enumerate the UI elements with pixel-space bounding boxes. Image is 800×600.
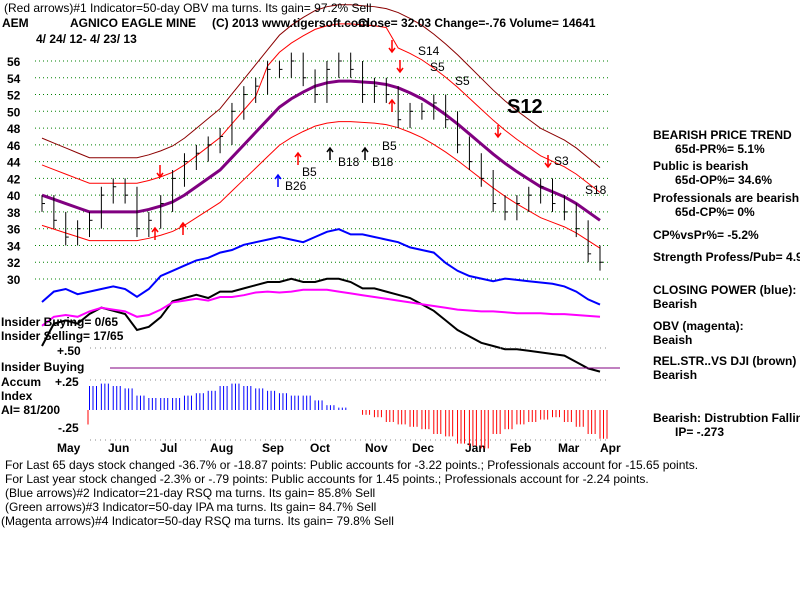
closing-power-value: Bearish	[653, 297, 698, 311]
footer-indicator3: (Green arrows)#3 Indicator=50-day IPA ma…	[5, 500, 377, 514]
y-tick-label: 34	[7, 239, 21, 253]
signal-label-b18b: B18	[372, 155, 394, 169]
outer-upper-band-line	[41, 4, 601, 168]
upper-band-line	[41, 23, 601, 193]
pros-label: Professionals are bearish	[653, 191, 800, 205]
accum-label: Accum	[1, 375, 42, 389]
y-tick-label: 40	[7, 189, 21, 203]
plus25-label: +.25	[55, 375, 79, 389]
signal-label-s18: S18	[585, 183, 607, 197]
public-label: Public is bearish	[653, 159, 749, 173]
closing-power-line	[41, 228, 601, 306]
up-arrow-icon	[388, 98, 396, 112]
up-arrow-icon	[294, 151, 302, 165]
relative-strength-line	[41, 277, 601, 373]
up-arrow-icon	[151, 226, 159, 240]
x-tick-label: Jan	[465, 441, 486, 455]
date-range: 4/ 24/ 12- 4/ 23/ 13	[36, 32, 137, 46]
cp-value: 65d-CP%= 0%	[675, 205, 755, 219]
footer-line-65day: For Last 65 days stock changed -36.7% or…	[5, 458, 699, 472]
strength-value: Strength Profess/Pub= 4.9	[653, 250, 800, 264]
indicator1-text: (Red arrows)#1 Indicator=50-day OBV ma t…	[4, 1, 372, 15]
signal-label-b5b: B5	[382, 139, 397, 153]
ma50-line	[41, 79, 601, 222]
minus25-label: -.25	[58, 421, 79, 435]
x-tick-label: Aug	[210, 441, 233, 455]
op-value: 65d-OP%= 34.6%	[675, 173, 773, 187]
obv-value: Beaish	[653, 333, 693, 347]
signal-label-b5a: B5	[302, 165, 317, 179]
signal-label-s12: S12	[507, 96, 543, 118]
signal-label-s14: S14	[418, 44, 440, 58]
y-tick-label: 32	[7, 256, 21, 270]
footer-line-year: For Last year stock changed -2.3% or -.7…	[5, 472, 649, 486]
y-tick-label: 48	[7, 122, 21, 136]
x-tick-label: Dec	[412, 441, 434, 455]
signal-label-s5a: S5	[430, 60, 445, 74]
signal-label-s3: S3	[554, 154, 569, 168]
x-tick-label: Oct	[310, 441, 330, 455]
x-tick-label: May	[57, 441, 81, 455]
x-tick-label: Mar	[558, 441, 580, 455]
y-tick-label: 46	[7, 139, 21, 153]
y-tick-label: 56	[7, 55, 21, 69]
copyright: (C) 2013 www.tigersoft.com	[212, 16, 369, 30]
y-tick-label: 36	[7, 223, 21, 237]
insider-selling-count: Insider Selling= 17/65	[1, 329, 124, 343]
obv-label: OBV (magenta):	[653, 319, 744, 333]
pr-value: 65d-PR%= 5.1%	[675, 142, 765, 156]
y-tick-label: 38	[7, 206, 21, 220]
down-arrow-icon	[396, 60, 404, 74]
signal-label-b26: B26	[285, 179, 307, 193]
lower-band-line	[41, 121, 601, 249]
relstr-value: Bearish	[653, 368, 698, 382]
ai-value: AI= 81/200	[1, 403, 61, 417]
signal-label-s5b: S5	[455, 74, 470, 88]
closing-power-label: CLOSING POWER (blue):	[653, 283, 797, 297]
y-tick-label: 54	[7, 72, 21, 86]
up-arrow-icon	[326, 146, 334, 160]
quote: Close= 32.03 Change=-.76 Volume= 14641	[358, 16, 596, 30]
down-arrow-icon	[544, 155, 552, 169]
insider-buying-count: Insider Buying= 0/65	[1, 315, 119, 329]
x-tick-label: Jun	[108, 441, 129, 455]
cpvspr-value: CP%vsPr%= -5.2%	[653, 228, 759, 242]
down-arrow-icon	[494, 125, 502, 139]
trend-label: BEARISH PRICE TREND	[653, 128, 792, 142]
x-tick-label: Apr	[600, 441, 621, 455]
x-tick-label: Nov	[365, 441, 388, 455]
plus50-label: +.50	[57, 344, 81, 358]
footer-indicator4: (Magenta arrows)#4 Indicator=50-day RSQ …	[1, 514, 394, 528]
distribution-label: Bearish: Distrubtion Falling	[653, 411, 800, 425]
y-tick-label: 50	[7, 105, 21, 119]
index-label: Index	[1, 389, 33, 403]
y-tick-label: 52	[7, 89, 21, 103]
x-tick-label: Feb	[510, 441, 531, 455]
ip-value: IP= -.273	[675, 425, 725, 439]
y-tick-label: 42	[7, 172, 21, 186]
x-tick-label: Jul	[160, 441, 177, 455]
company-name: AGNICO EAGLE MINE	[70, 16, 197, 30]
up-arrow-icon	[179, 221, 187, 235]
y-tick-label: 44	[7, 156, 21, 170]
footer-indicator2: (Blue arrows)#2 Indicator=21-day RSQ ma …	[5, 486, 376, 500]
down-arrow-icon	[156, 165, 164, 179]
y-tick-label: 30	[7, 273, 21, 287]
up-arrow-icon	[274, 173, 282, 187]
down-arrow-icon	[388, 40, 396, 54]
symbol: AEM	[2, 16, 29, 30]
insider-buying-label: Insider Buying	[1, 360, 85, 374]
obv-line	[41, 288, 601, 327]
up-arrow-icon	[361, 146, 369, 160]
x-tick-label: Sep	[262, 441, 284, 455]
signal-label-b18a: B18	[338, 155, 360, 169]
relstr-label: REL.STR..VS DJI (brown)	[653, 354, 797, 368]
